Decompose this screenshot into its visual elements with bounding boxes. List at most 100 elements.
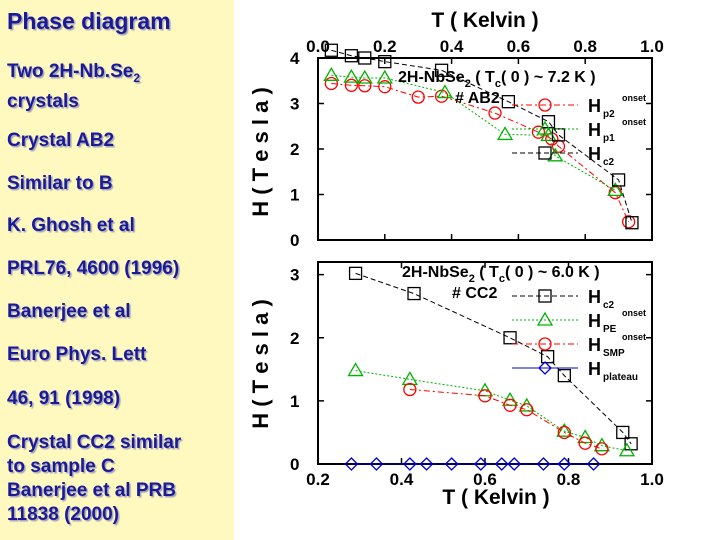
top-series-p1-point — [356, 69, 373, 84]
bottom-legend-PE-marker — [536, 311, 554, 326]
sidebar-text-crystals: Two 2H-Nb.Se2 crystals — [7, 60, 140, 114]
bottom-series-PE-point — [347, 362, 364, 377]
bottom-series-plateau-point — [473, 457, 488, 471]
bottom-y-axis-label: H ( T e s l a ) — [248, 299, 273, 429]
top-annotation-line2: # AB2 — [455, 90, 500, 107]
top-legend-p1-label: H — [588, 120, 601, 140]
bottom-x-tick-label: 0.2 — [306, 470, 330, 489]
bottom-series-plateau-point — [369, 457, 384, 471]
top-series-p2-point — [488, 106, 502, 120]
top-series-p1-point — [323, 66, 340, 81]
top-series-p2-point — [358, 79, 372, 93]
bottom-series-SMP-point — [520, 403, 534, 417]
bottom-series-PE-point — [618, 442, 636, 457]
sidebar-text-cc2-line2: to sample C — [7, 456, 115, 477]
bottom-x-tick-label: 0.8 — [557, 470, 581, 489]
top-series-c2-point — [625, 216, 639, 230]
bottom-legend-c2-subscript: c2 — [603, 300, 615, 311]
top-x-tick-label: 0.6 — [507, 37, 531, 56]
sidebar-text-prl: PRL76, 4600 (1996) — [7, 258, 180, 279]
top-legend-p1-superscript: onset — [622, 117, 646, 127]
sidebar-text-similar: Similar to B — [7, 173, 113, 194]
bottom-legend-SMP-label: H — [588, 335, 601, 355]
bottom-series-SMP-point — [503, 398, 517, 412]
bottom-annotation-line2: # CC2 — [452, 285, 497, 302]
bottom-x-tick-label: 1.0 — [640, 470, 664, 489]
top-axis-title: T ( Kelvin ) — [431, 9, 538, 32]
sidebar-text-crystals-part: Two 2H-Nb.Se — [7, 61, 134, 82]
bottom-series-SMP-point — [403, 382, 417, 397]
top-series-c2-point — [611, 173, 626, 187]
top-legend-p2-label: H — [588, 96, 601, 116]
top-series-p2-point — [344, 78, 359, 92]
sidebar-text-cc2-line4: 11838 (2000) — [7, 504, 119, 525]
top-y-tick-label: 2 — [290, 140, 299, 159]
bottom-series-c2-point — [616, 425, 630, 440]
top-legend-p2-superscript: onset — [622, 93, 646, 103]
bottom-series-c2-point — [407, 286, 421, 301]
bottom-y-tick-label: 1 — [290, 392, 299, 411]
bottom-series-plateau-point — [557, 457, 572, 471]
bottom-x-tick-label: 0.4 — [390, 470, 414, 489]
bottom-series-SMP-line — [409, 389, 603, 450]
top-series-c2-point — [501, 95, 516, 109]
top-series-p2-point — [324, 76, 339, 91]
top-series-p2-point — [621, 215, 636, 229]
bottom-legend-SMP-superscript: onset — [622, 332, 646, 342]
bottom-series-plateau-point — [536, 457, 551, 471]
sidebar-text-crystal-ab2: Crystal AB2 — [7, 130, 115, 151]
top-x-tick-label: 0.0 — [306, 37, 330, 56]
top-series-p2-point — [378, 80, 392, 94]
top-series-c2-point — [358, 51, 372, 65]
top-series-p2-point — [531, 125, 546, 139]
top-y-tick-label: 0 — [290, 231, 299, 250]
top-legend-p2-marker — [538, 98, 552, 112]
top-y-axis-label: H ( T e s l a ) — [248, 87, 273, 217]
bottom-legend-plateau-label: H — [588, 359, 601, 379]
top-x-tick-label: 0.2 — [373, 37, 397, 56]
sidebar-text-cc2: Crystal CC2 similar to sample C Banerjee e… — [7, 431, 181, 527]
bottom-legend-plateau-subscript: plateau — [603, 372, 638, 383]
bottom-legend-SMP-marker — [538, 337, 552, 351]
bottom-series-c2-line — [355, 272, 632, 445]
bottom-legend-PE-subscript: PE — [603, 324, 617, 335]
bottom-legend-SMP-subscript: SMP — [603, 348, 625, 359]
bottom-series-plateau-point — [344, 457, 359, 471]
top-legend-c2-label: H — [588, 144, 601, 164]
top-series-c2-point — [541, 115, 556, 129]
top-series-c2-point — [324, 43, 339, 57]
sidebar-text-cc2-line3: Banerjee et al PRB — [7, 480, 176, 501]
bottom-legend-plateau-marker — [538, 361, 552, 375]
sidebar-text-epl-ref: 46, 91 (1998) — [7, 388, 121, 409]
top-series-c2-point — [434, 63, 449, 77]
top-legend-p1-marker — [536, 120, 554, 135]
bottom-x-tick-label: 0.6 — [473, 470, 497, 489]
top-x-tick-label: 0.8 — [573, 37, 597, 56]
slide-title: Phase diagram — [7, 8, 171, 34]
sidebar-text-crystals-word: crystals — [7, 90, 79, 112]
bottom-series-plateau-point — [402, 457, 417, 471]
bottom-legend-PE-superscript: onset — [622, 308, 646, 318]
sidebar-text-cc2-line1: Crystal CC2 similar — [7, 432, 182, 453]
bottom-y-tick-label: 2 — [290, 329, 299, 348]
bottom-series-plateau-point — [419, 457, 434, 471]
bottom-annotation-line1: 2H-NbSe2 ( Tc( 0 ) ~ 6.0 K ) — [402, 264, 600, 285]
top-y-tick-label: 1 — [290, 186, 299, 205]
bottom-series-c2-point — [503, 331, 517, 345]
sidebar-text-ghosh: K. Ghosh et al — [7, 215, 135, 236]
top-y-tick-label: 3 — [290, 95, 299, 114]
bottom-series-PE-point — [577, 429, 594, 444]
top-series-c2-line — [331, 49, 633, 223]
bottom-series-plateau-point — [507, 457, 522, 471]
bottom-series-SMP-point — [595, 442, 609, 456]
top-series-c2-point — [378, 54, 392, 69]
citation-sidebar: Phase diagram Two 2H-Nb.Se2 crystals Crys… — [0, 0, 234, 540]
top-x-tick-label: 0.4 — [440, 37, 464, 56]
bottom-series-PE-point — [401, 371, 418, 386]
bottom-y-tick-label: 3 — [290, 266, 299, 285]
bottom-series-plateau-point — [494, 457, 509, 471]
top-series-p2-point — [411, 90, 425, 104]
bottom-y-tick-label: 0 — [290, 455, 299, 474]
top-series-c2-point — [344, 49, 359, 63]
